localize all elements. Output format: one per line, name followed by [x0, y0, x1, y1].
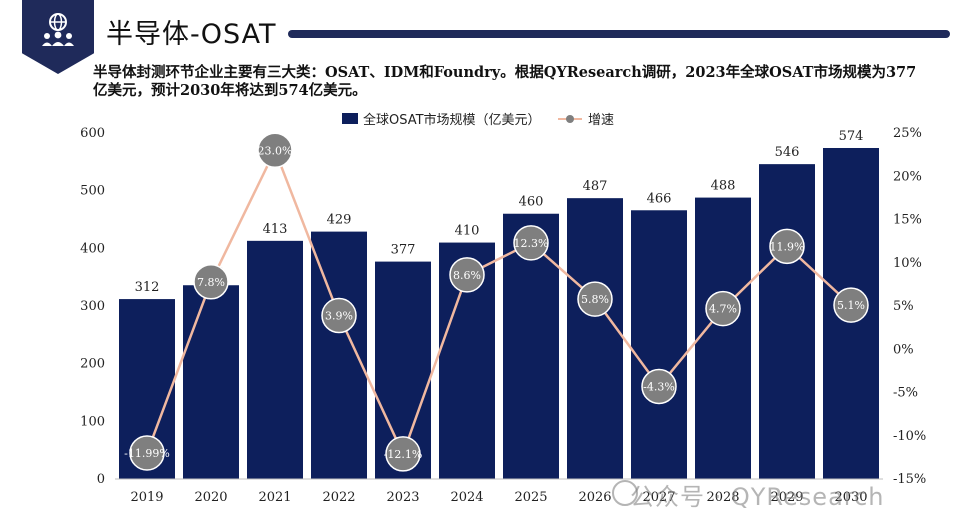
bar-value-label: 487: [583, 179, 608, 194]
y-right-tick-label: 10%: [893, 256, 922, 271]
y-right-tick-label: 5%: [893, 299, 914, 314]
team-globe-icon: [42, 13, 74, 46]
growth-value-label: -12.1%: [384, 448, 423, 461]
bar-value-label: 429: [327, 213, 352, 228]
bar: [183, 285, 239, 479]
growth-point: [257, 132, 293, 169]
growth-point: [833, 287, 869, 323]
bar: [567, 198, 623, 479]
growth-point: [321, 297, 357, 334]
y-left-tick-label: 600: [80, 126, 105, 141]
growth-value-label: -11.99%: [124, 447, 170, 460]
growth-value-label: 12.3%: [514, 237, 549, 250]
x-tick-label: 2022: [322, 490, 355, 505]
intro-text: 半导体封测环节企业主要有三大类：OSAT、IDM和Foundry。根据QYRes…: [93, 64, 917, 99]
x-tick-label: 2019: [130, 490, 163, 505]
y-right-tick-label: -15%: [893, 472, 926, 487]
bar-value-label: 466: [647, 191, 672, 206]
y-left-tick-label: 300: [80, 299, 105, 314]
legend-swatch-bar: [342, 113, 358, 124]
bar: [631, 210, 687, 480]
growth-point: [385, 436, 421, 472]
growth-value-label: 7.8%: [197, 276, 225, 289]
y-right-tick-label: -5%: [893, 386, 918, 401]
y-left-tick-label: 0: [97, 472, 105, 487]
growth-value-label: 5.8%: [581, 293, 609, 306]
bar-value-label: 546: [775, 145, 800, 160]
x-tick-label: 2021: [258, 490, 291, 505]
y-right-tick-label: 20%: [893, 169, 922, 184]
growth-value-label: 4.7%: [709, 303, 737, 316]
title-divider: [288, 30, 950, 38]
growth-value-label: 11.9%: [770, 240, 805, 253]
y-right-tick-label: 15%: [893, 213, 922, 228]
bar: [759, 164, 815, 479]
legend-label-bar: 全球OSAT市场规模（亿美元）: [363, 112, 541, 128]
x-tick-label: 2024: [450, 490, 483, 505]
growth-point: [129, 435, 165, 471]
watermark: 公众号 · QYResearch: [630, 483, 885, 511]
y-right-tick-label: 0%: [893, 342, 914, 357]
x-tick-label: 2023: [386, 490, 419, 505]
y-right-tick-label: 25%: [893, 126, 922, 141]
bar-value-label: 413: [263, 222, 288, 237]
bar: [695, 197, 751, 479]
legend-swatch-marker: [566, 115, 574, 123]
bar-value-label: 377: [391, 243, 416, 258]
growth-value-label: -4.3%: [643, 380, 675, 393]
growth-value-label: 23.0%: [258, 144, 293, 157]
bar-value-label: 312: [135, 280, 160, 295]
bar-value-label: 410: [455, 224, 480, 239]
growth-value-label: 3.9%: [325, 310, 353, 323]
x-tick-label: 2025: [514, 490, 547, 505]
growth-value-label: 8.6%: [453, 269, 481, 282]
growth-point: [641, 368, 677, 405]
growth-point: [577, 281, 613, 317]
x-tick-label: 2026: [578, 490, 611, 505]
page-title: 半导体-OSAT: [106, 19, 277, 50]
x-tick-label: 2028: [706, 490, 739, 505]
bar-value-label: 460: [519, 195, 544, 210]
growth-point: [193, 264, 229, 300]
growth-point: [449, 257, 485, 293]
y-left-tick-label: 100: [80, 414, 105, 429]
growth-point: [705, 290, 741, 327]
growth-value-label: 5.1%: [837, 299, 865, 312]
bar-value-label: 574: [839, 129, 864, 144]
growth-point: [769, 228, 805, 265]
bar-value-label: 488: [711, 179, 736, 194]
legend-label-line: 增速: [588, 113, 614, 128]
x-tick-label: 2029: [770, 490, 803, 505]
x-tick-label: 2030: [834, 490, 867, 505]
x-tick-label: 2020: [194, 490, 227, 505]
y-right-tick-label: -10%: [893, 429, 926, 444]
y-left-tick-label: 400: [80, 241, 105, 256]
wechat-icon: [612, 480, 638, 506]
y-left-tick-label: 200: [80, 357, 105, 372]
x-tick-label: 2027: [642, 490, 675, 505]
growth-point: [513, 225, 549, 261]
bar: [247, 240, 303, 479]
y-left-tick-label: 500: [80, 184, 105, 199]
